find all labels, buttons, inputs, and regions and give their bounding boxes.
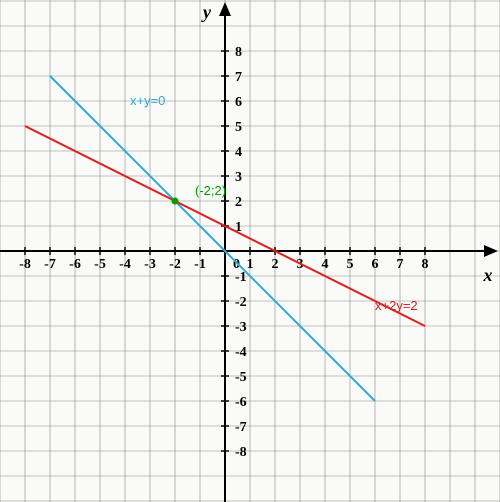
x-tick-label: 4 (322, 257, 329, 272)
y-tick-label: -3 (235, 320, 247, 335)
graph-canvas: -8-7-6-5-4-3-2-11234567812345678-1-2-3-4… (0, 0, 500, 502)
x-tick-label: -7 (44, 257, 56, 272)
x-tick-label: 5 (347, 257, 354, 272)
x-tick-label: 8 (422, 257, 429, 272)
y-tick-label: -6 (235, 395, 247, 410)
y-tick-label: 3 (235, 170, 242, 185)
y-tick-label: -5 (235, 370, 247, 385)
x-tick-label: 7 (397, 257, 404, 272)
y-tick-label: -2 (235, 295, 247, 310)
y-tick-label: 4 (235, 145, 242, 160)
line-1-label: x+y=0 (130, 93, 165, 108)
coordinate-plane: -8-7-6-5-4-3-2-11234567812345678-1-2-3-4… (0, 0, 500, 502)
x-tick-label: 2 (272, 257, 279, 272)
y-tick-label: -7 (235, 420, 247, 435)
y-tick-label: -4 (235, 345, 247, 360)
intersection-label: (-2;2) (195, 183, 226, 198)
x-tick-label: -8 (19, 257, 31, 272)
x-tick-label: -3 (144, 257, 156, 272)
line-2-label: x+2y=2 (375, 298, 418, 313)
x-tick-label: -4 (119, 257, 131, 272)
intersection-point (172, 198, 179, 205)
y-tick-label: 7 (235, 70, 242, 85)
x-tick-label: -6 (69, 257, 81, 272)
y-tick-label: 2 (235, 195, 242, 210)
y-tick-label: 5 (235, 120, 242, 135)
x-axis-label: x (483, 265, 493, 285)
x-tick-label: -2 (169, 257, 181, 272)
y-tick-label: -8 (235, 445, 247, 460)
x-tick-label: -1 (194, 257, 206, 272)
x-tick-label: -5 (94, 257, 106, 272)
x-tick-label: 6 (372, 257, 379, 272)
y-tick-label: 6 (235, 95, 242, 110)
y-axis-label: y (201, 2, 212, 22)
y-tick-label: 8 (235, 45, 242, 60)
x-tick-label: 1 (247, 257, 254, 272)
